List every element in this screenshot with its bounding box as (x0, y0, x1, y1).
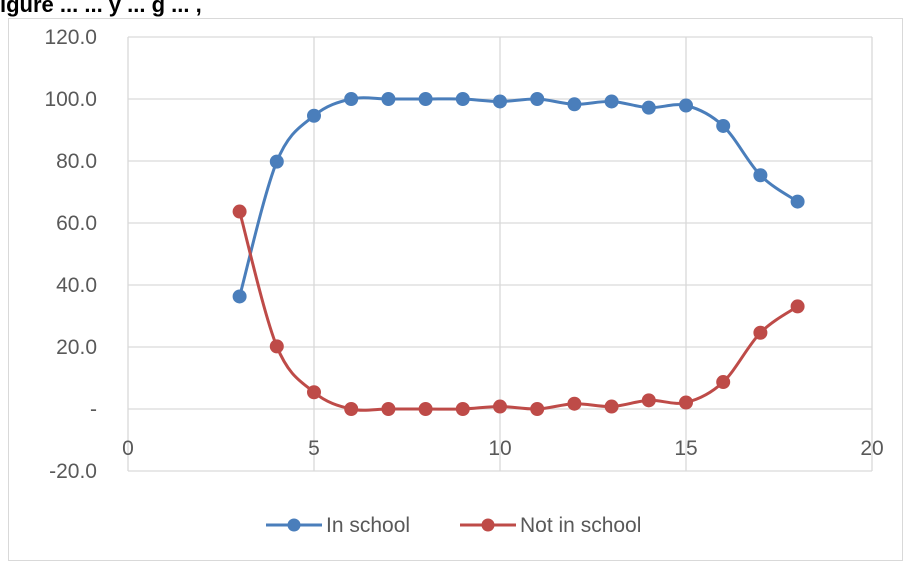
x-tick-label: 20 (860, 437, 883, 460)
data-point-in-school (494, 95, 507, 108)
series-lines (233, 93, 804, 416)
data-point-not-in-school (419, 403, 432, 416)
legend: In school Not in school (266, 514, 641, 537)
data-point-not-in-school (308, 386, 321, 399)
series-line-not-in-school (240, 212, 798, 411)
data-point-in-school (642, 101, 655, 114)
x-tick-label: 5 (308, 437, 320, 460)
x-tick-label: 15 (674, 437, 697, 460)
data-point-not-in-school (531, 403, 544, 416)
data-point-in-school (270, 155, 283, 168)
x-tick-label: 10 (488, 437, 511, 460)
data-point-not-in-school (791, 300, 804, 313)
legend-item-not-in-school: Not in school (460, 514, 641, 537)
y-tick-label: 80.0 (56, 150, 97, 173)
data-point-not-in-school (382, 403, 395, 416)
x-tick-labels: 0 5 10 15 20 (122, 437, 884, 460)
y-tick-label: 60.0 (56, 212, 97, 235)
x-tick-label: 0 (122, 437, 134, 460)
legend-swatch-marker (288, 519, 301, 532)
data-point-not-in-school (568, 397, 581, 410)
series-line-in-school (240, 98, 798, 297)
legend-label: Not in school (520, 514, 641, 537)
data-point-not-in-school (642, 394, 655, 407)
data-point-in-school (531, 93, 544, 106)
data-point-not-in-school (754, 326, 767, 339)
data-point-not-in-school (456, 403, 469, 416)
data-point-not-in-school (233, 205, 246, 218)
y-tick-label: 120.0 (44, 26, 97, 49)
legend-swatch-marker (482, 519, 495, 532)
data-point-not-in-school (270, 340, 283, 353)
y-tick-label: 20.0 (56, 336, 97, 359)
data-point-in-school (605, 95, 618, 108)
data-point-in-school (717, 119, 730, 132)
y-tick-label: -20.0 (49, 460, 97, 483)
legend-label: In school (326, 514, 410, 537)
data-point-in-school (419, 93, 432, 106)
data-point-not-in-school (717, 376, 730, 389)
data-point-not-in-school (605, 400, 618, 413)
data-point-in-school (382, 93, 395, 106)
data-point-in-school (345, 93, 358, 106)
y-tick-label: 40.0 (56, 274, 97, 297)
y-tick-label: 100.0 (44, 88, 97, 111)
data-point-in-school (233, 290, 246, 303)
legend-item-in-school: In school (266, 514, 410, 537)
data-point-not-in-school (345, 403, 358, 416)
data-point-in-school (456, 93, 469, 106)
data-point-not-in-school (494, 400, 507, 413)
data-point-in-school (754, 169, 767, 182)
data-point-in-school (791, 195, 804, 208)
data-point-not-in-school (680, 396, 693, 409)
data-point-in-school (308, 109, 321, 122)
data-point-in-school (680, 99, 693, 112)
y-tick-label: - (90, 398, 97, 421)
data-point-in-school (568, 98, 581, 111)
